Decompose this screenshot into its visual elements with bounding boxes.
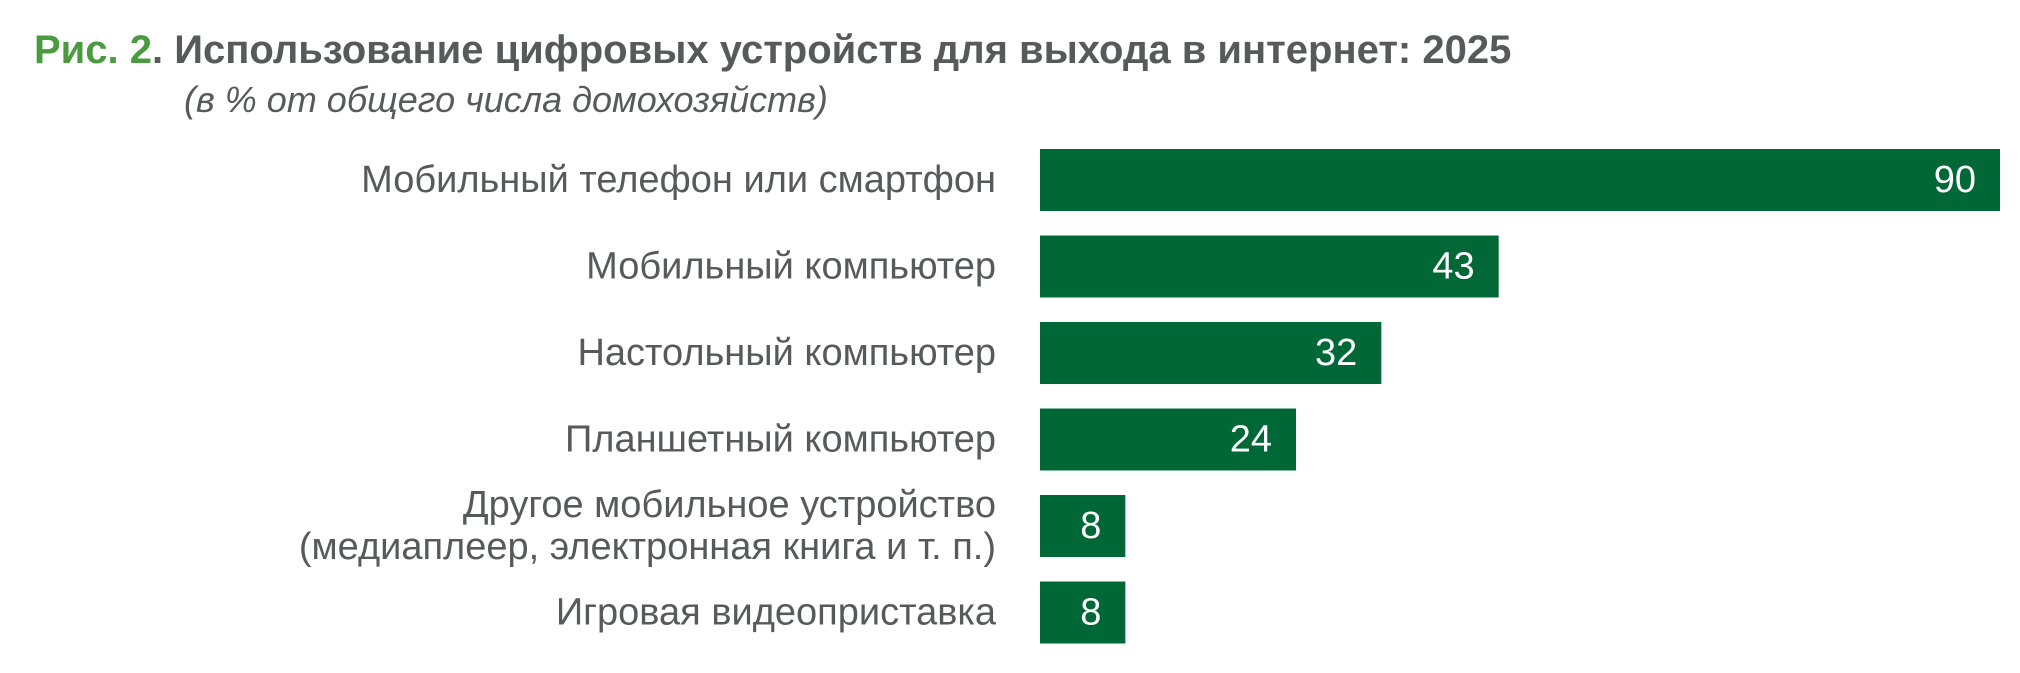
bar-value-label: 24: [1230, 419, 1272, 461]
category-label: Мобильный телефон или смартфон: [361, 159, 996, 201]
bar-value-label: 8: [1080, 505, 1101, 547]
bar: [1040, 408, 1296, 471]
bar-row: 24 Планшетный компьютер: [565, 408, 1296, 471]
bar-row: 90 Мобильный телефон или смартфон: [361, 149, 2000, 211]
bar: [1040, 581, 1126, 644]
bar-value-label: 43: [1432, 246, 1474, 288]
bar: [1040, 235, 1499, 298]
title-text: Использование цифровых устройств для вых…: [174, 28, 1512, 72]
figure-label: Рис. 2: [34, 28, 152, 72]
bar-row: 32 Настольный компьютер: [577, 322, 1382, 384]
bar-row: 8 Другое мобильное устройство(медиаплеер,…: [299, 484, 1126, 568]
bar-row: 8 Игровая видеоприставка: [556, 581, 1126, 644]
chart-title: Рис. 2. Использование цифровых устройств…: [34, 26, 1511, 74]
bar: [1040, 149, 2000, 211]
category-label: Мобильный компьютер: [586, 246, 996, 288]
bar: [1040, 495, 1126, 557]
bar-row: 43 Мобильный компьютер: [586, 235, 1499, 298]
chart-subtitle: (в % от общего числа домохозяйств): [184, 79, 828, 120]
category-label: Другое мобильное устройство: [463, 484, 996, 526]
title-separator: .: [152, 28, 175, 72]
bar-value-label: 8: [1080, 592, 1101, 634]
category-label: Игровая видеоприставка: [556, 592, 997, 634]
bar: [1040, 322, 1382, 384]
bar-value-label: 90: [1934, 159, 1976, 201]
category-label: Настольный компьютер: [577, 332, 996, 374]
category-label: Планшетный компьютер: [565, 419, 996, 461]
category-label: (медиаплеер, электронная книга и т. п.): [299, 526, 996, 568]
bar-value-label: 32: [1315, 332, 1357, 374]
